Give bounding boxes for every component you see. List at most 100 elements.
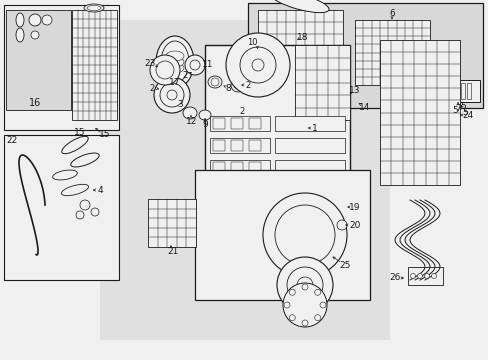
Text: 2: 2 [149,84,154,93]
Circle shape [417,274,422,279]
Bar [72,10,117,120]
Circle shape [263,193,346,277]
Circle shape [150,55,180,85]
Bar [213,140,224,151]
Text: 3: 3 [177,99,183,108]
Bar [213,118,224,129]
Bar [195,170,369,300]
Bar [448,83,452,99]
Bar [209,160,269,175]
Circle shape [190,60,200,70]
Bar [354,20,429,85]
Text: 13: 13 [348,86,360,95]
Ellipse shape [61,136,88,154]
Circle shape [42,15,52,25]
Bar [274,116,345,131]
Text: 18: 18 [297,32,308,41]
Text: 22: 22 [6,135,18,144]
Circle shape [409,274,415,279]
Ellipse shape [234,81,242,89]
Ellipse shape [210,78,219,86]
Bar [248,162,261,173]
Circle shape [286,267,323,303]
Text: 15: 15 [99,130,110,139]
Circle shape [154,77,190,113]
Circle shape [240,47,275,83]
Circle shape [424,274,428,279]
Circle shape [283,283,326,327]
Bar [4,135,119,280]
Text: 16: 16 [29,98,41,108]
Circle shape [184,55,204,75]
Bar [274,138,345,153]
Bar [148,199,196,247]
Bar [454,83,458,99]
Ellipse shape [165,57,183,67]
Text: 2: 2 [245,81,250,90]
Ellipse shape [165,63,183,73]
Text: 5: 5 [451,105,457,114]
Text: 23: 23 [144,59,155,68]
Circle shape [296,277,312,293]
Circle shape [314,289,320,295]
Bar [204,45,349,185]
Ellipse shape [71,153,99,167]
Circle shape [319,302,325,308]
Text: 26: 26 [388,274,400,283]
Text: 25: 25 [339,261,350,270]
Text: 24: 24 [462,111,473,120]
Text: 14: 14 [359,103,370,112]
Circle shape [29,14,41,26]
Ellipse shape [183,107,197,119]
Bar [407,267,442,285]
Bar [442,83,446,99]
Text: 11: 11 [202,59,213,68]
Text: 7: 7 [454,104,460,112]
Bar [460,83,464,99]
Bar [247,3,482,108]
Circle shape [156,61,174,79]
Text: 1: 1 [311,123,317,132]
Bar [258,10,342,95]
Bar [230,162,243,173]
Ellipse shape [84,4,104,12]
Ellipse shape [336,220,346,230]
Text: 9: 9 [202,120,207,129]
Circle shape [80,200,90,210]
Bar [213,162,224,173]
Text: 2: 2 [239,107,244,116]
Ellipse shape [53,170,77,180]
Bar [294,45,349,120]
Circle shape [91,208,99,216]
Bar [248,118,261,129]
Text: 8: 8 [224,84,230,93]
Circle shape [31,31,39,39]
Bar [209,116,269,131]
Circle shape [289,315,295,321]
Bar [436,83,440,99]
Text: 10: 10 [246,37,257,46]
Circle shape [167,90,177,100]
Circle shape [302,284,307,290]
Circle shape [76,211,84,219]
Ellipse shape [165,51,183,61]
Text: 6: 6 [388,9,394,18]
Bar [4,5,119,130]
Circle shape [430,274,436,279]
Circle shape [314,315,320,321]
Bar [274,160,345,175]
Bar [230,118,243,129]
Ellipse shape [87,5,101,10]
Text: 12: 12 [186,117,197,126]
Ellipse shape [156,36,194,88]
Circle shape [251,59,264,71]
Circle shape [160,83,183,107]
Ellipse shape [16,13,24,27]
Bar [379,40,459,185]
Text: 20: 20 [348,220,360,230]
Circle shape [289,289,295,295]
Ellipse shape [161,41,189,83]
Text: 2: 2 [182,71,187,80]
Bar [466,83,470,99]
Text: 5: 5 [461,108,467,117]
